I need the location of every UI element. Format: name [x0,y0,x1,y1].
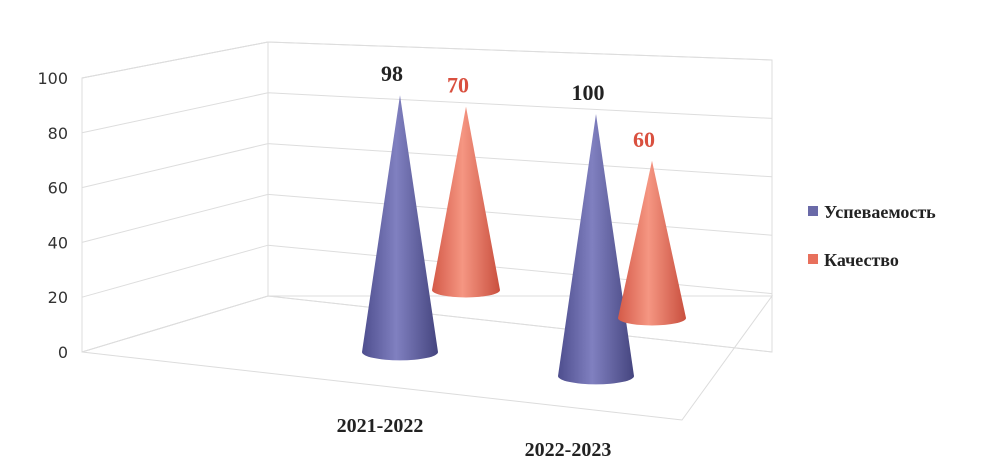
cone-kachestvo-2022-2023 [618,160,686,326]
legend-label-kachestvo: Качество [824,250,899,270]
y-tick-label-40: 40 [48,233,68,252]
cone-uspevaemost-2021-2022 [362,95,438,361]
y-tick-label-100: 100 [37,69,68,88]
legend-swatch-kachestvo [808,254,818,264]
gridline-100 [81,41,773,79]
legend-label-uspevaemost: Успеваемость [824,202,936,222]
y-tick-label-60: 60 [48,179,68,198]
data-label-kachestvo-2021-2022: 70 [447,73,469,98]
cones [362,95,686,385]
data-label-uspevaemost-2021-2022: 98 [381,61,403,86]
gridline-80 [81,92,773,134]
y-axis-ticks: 0 20 40 60 80 100 [37,69,68,362]
legend-swatch-uspevaemost [808,206,818,216]
data-label-uspevaemost-2022-2023: 100 [572,80,605,105]
y-tick-label-20: 20 [48,288,68,307]
data-labels: 98 70 100 60 [381,61,655,152]
cone-kachestvo-2021-2022 [432,106,500,298]
y-tick-label-0: 0 [58,343,68,362]
data-label-kachestvo-2022-2023: 60 [633,127,655,152]
gridline-40 [81,193,773,243]
category-label-2021-2022: 2021-2022 [337,415,424,437]
gridlines [81,41,773,353]
category-labels: 2021-2022 2022-2023 [337,415,612,461]
plot-walls [81,41,773,421]
category-label-2022-2023: 2022-2023 [525,439,612,461]
y-tick-label-80: 80 [48,124,68,143]
legend: Успеваемость Качество [808,202,936,270]
gridline-60 [81,143,773,189]
cone-uspevaemost-2022-2023 [558,114,634,385]
